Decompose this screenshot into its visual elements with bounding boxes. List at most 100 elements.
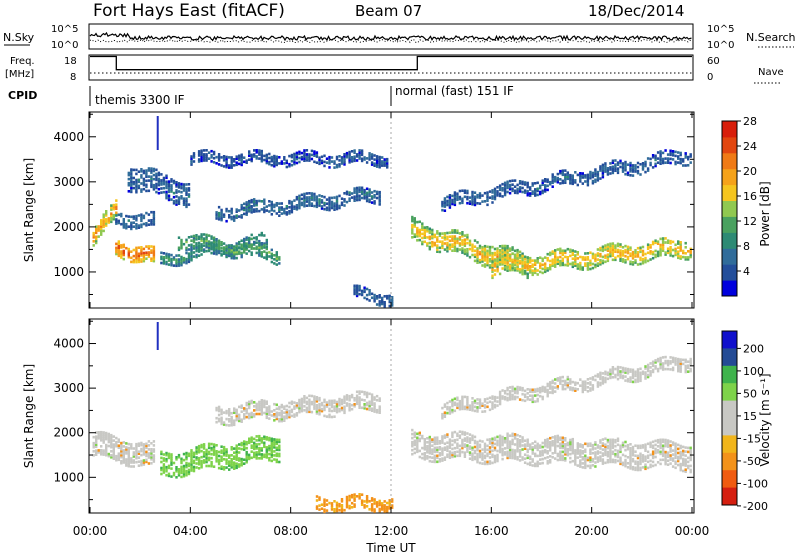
heatmap-cell — [589, 458, 592, 462]
heatmap-cell — [516, 389, 519, 393]
heatmap-cell — [145, 257, 148, 260]
heatmap-cell — [275, 403, 278, 407]
heatmap-cell — [513, 391, 517, 395]
heatmap-cell — [117, 254, 120, 258]
heatmap-cell — [536, 189, 539, 193]
heatmap-cell — [278, 413, 281, 417]
heatmap-cell — [235, 161, 238, 164]
heatmap-cell — [551, 440, 554, 443]
heatmap-cell — [513, 395, 517, 399]
heatmap-cell — [591, 464, 595, 467]
heatmap-cell — [574, 179, 577, 182]
heatmap-cell — [423, 230, 426, 233]
heatmap-cell — [195, 242, 198, 245]
heatmap-cell — [446, 447, 449, 450]
heatmap-cell — [529, 445, 532, 448]
heatmap-cell — [621, 168, 625, 171]
heatmap-cell — [268, 417, 271, 420]
heatmap-cell — [506, 438, 509, 442]
heatmap-cell — [478, 192, 482, 195]
heatmap-cell — [516, 456, 519, 459]
heatmap-cell — [195, 462, 198, 465]
heatmap-cell — [601, 458, 605, 461]
heatmap-cell — [195, 446, 198, 449]
heatmap-cell — [461, 241, 464, 244]
heatmap-cell — [431, 242, 434, 246]
heatmap-cell — [325, 161, 329, 164]
heatmap-cell — [473, 457, 477, 461]
heatmap-cell — [536, 269, 539, 272]
heatmap-cell — [443, 248, 447, 251]
heatmap-cell — [661, 452, 665, 456]
heatmap-cell — [243, 242, 246, 246]
heatmap-cell — [596, 458, 600, 461]
heatmap-cell — [503, 181, 507, 185]
heatmap-cell — [453, 454, 457, 458]
heatmap-cell — [629, 174, 632, 177]
heatmap-cell — [586, 268, 590, 271]
heatmap-cell — [496, 269, 499, 273]
heatmap-cell — [501, 395, 504, 398]
heatmap-cell — [659, 440, 662, 444]
heatmap-cell — [566, 258, 569, 261]
heatmap-cell — [534, 454, 537, 458]
heatmap-cell — [373, 408, 376, 411]
heatmap-cell — [458, 430, 462, 433]
heatmap-cell — [549, 253, 552, 257]
heatmap-cell — [664, 456, 667, 460]
heatmap-cell — [556, 256, 559, 259]
heatmap-cell — [165, 176, 168, 180]
heatmap-cell — [531, 269, 534, 272]
heatmap-cell — [275, 161, 278, 165]
heatmap-cell — [308, 398, 311, 402]
heatmap-cell — [503, 262, 507, 265]
heatmap-cell — [541, 181, 544, 184]
heatmap-cell — [624, 444, 627, 448]
heatmap-cell — [120, 461, 123, 465]
heatmap-cell — [656, 438, 660, 442]
heatmap-cell — [155, 186, 158, 190]
heatmap-cell — [343, 163, 346, 166]
heatmap-cell — [200, 253, 203, 256]
heatmap-cell — [248, 241, 251, 245]
heatmap-cell — [466, 440, 469, 443]
heatmap-cell — [463, 433, 467, 436]
heatmap-cell — [235, 416, 238, 420]
heatmap-cell — [599, 177, 602, 180]
heatmap-cell — [511, 452, 514, 456]
heatmap-cell — [288, 201, 291, 205]
heatmap-cell — [263, 154, 266, 158]
heatmap-cell — [235, 464, 238, 468]
heatmap-cell — [481, 264, 484, 267]
heatmap-cell — [491, 270, 494, 273]
heatmap-cell — [205, 464, 208, 468]
heatmap-cell — [197, 460, 201, 464]
heatmap-cell — [210, 235, 213, 238]
heatmap-cell — [345, 495, 349, 499]
heatmap-cell — [205, 458, 208, 462]
heatmap-cell — [546, 252, 549, 256]
heatmap-cell — [483, 244, 487, 248]
heatmap-cell — [554, 441, 557, 444]
heatmap-cell — [411, 442, 414, 446]
heatmap-cell — [438, 232, 442, 235]
heatmap-cell — [375, 163, 379, 166]
heatmap-cell — [358, 406, 361, 409]
heatmap-cell — [596, 262, 600, 265]
heatmap-cell — [228, 252, 231, 255]
heatmap-cell — [501, 447, 504, 451]
heatmap-cell — [669, 161, 672, 165]
heatmap-cell — [177, 184, 181, 187]
heatmap-cell — [498, 396, 502, 400]
heatmap-cell — [315, 410, 319, 413]
heatmap-cell — [478, 196, 482, 199]
heatmap-cell — [506, 186, 509, 190]
heatmap-cell — [639, 468, 642, 472]
heatmap-cell — [646, 245, 650, 248]
heatmap-cell — [606, 249, 610, 252]
heatmap-cell — [238, 154, 241, 158]
heatmap-cell — [185, 248, 188, 252]
heatmap-cell — [461, 201, 464, 205]
heatmap-cell — [190, 163, 193, 166]
heatmap-cell — [471, 407, 474, 410]
